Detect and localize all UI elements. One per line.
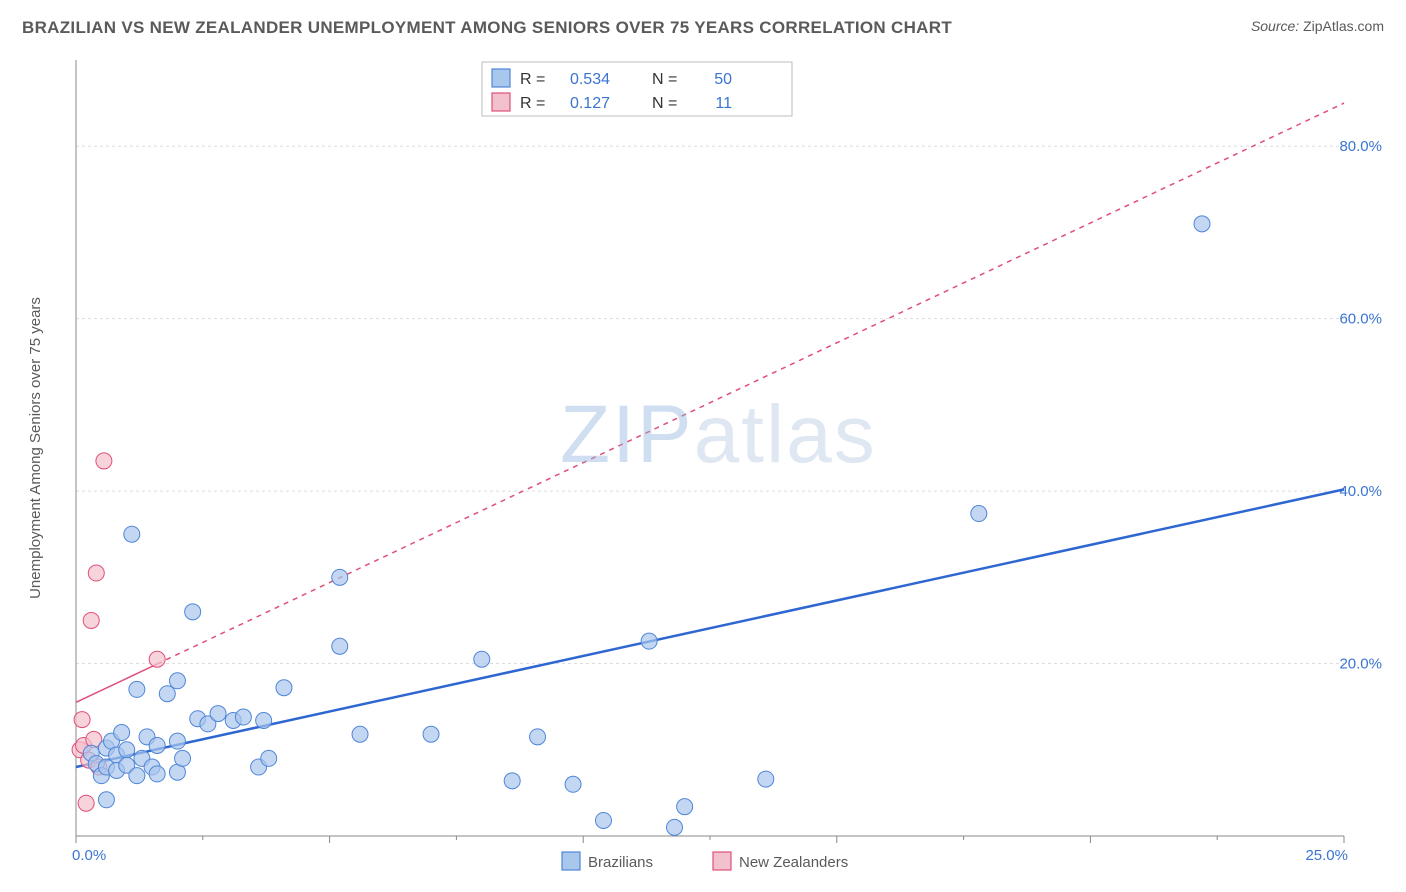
x-tick-label-first: 0.0% [72,847,106,864]
stats-r-label: R = [520,95,545,112]
data-point [666,819,682,835]
data-point [169,733,185,749]
data-point [169,673,185,689]
stats-n-label: N = [652,95,677,112]
source-label: Source: [1251,18,1299,34]
data-point [504,773,520,789]
data-point [83,612,99,628]
data-point [1194,216,1210,232]
legend-label: New Zealanders [739,854,848,871]
data-point [88,565,104,581]
stats-r-value: 0.534 [570,71,610,88]
legend-swatch [713,852,731,870]
data-point [129,681,145,697]
stats-swatch [492,69,510,87]
stats-swatch [492,93,510,111]
data-point [129,768,145,784]
data-point [96,453,112,469]
chart-svg: 20.0% 40.0% 60.0% 80.0% 0.0% 25.0% Unemploymen… [22,48,1384,878]
data-point [119,742,135,758]
data-point [149,766,165,782]
trend-line-solid [76,664,157,702]
legend-swatch [562,852,580,870]
y-tick-label: 60.0% [1339,311,1382,328]
data-point [332,638,348,654]
legend-label: Brazilians [588,854,653,871]
y-tick-label: 20.0% [1339,656,1382,673]
data-point [595,812,611,828]
data-point [159,686,175,702]
data-point [276,680,292,696]
stats-r-label: R = [520,71,545,88]
y-tick-label: 80.0% [1339,138,1382,155]
data-point [98,792,114,808]
y-tick-label: 40.0% [1339,483,1382,500]
y-axis-label: Unemployment Among Seniors over 75 years [27,297,44,599]
stats-n-label: N = [652,71,677,88]
data-point [175,750,191,766]
data-point [758,771,774,787]
data-point [78,795,94,811]
stats-n-value: 11 [715,95,732,112]
data-point [677,799,693,815]
data-point [474,651,490,667]
data-point [256,712,272,728]
data-point [149,651,165,667]
data-point [185,604,201,620]
data-point [530,729,546,745]
data-point [971,506,987,522]
chart-title: BRAZILIAN VS NEW ZEALANDER UNEMPLOYMENT … [22,18,952,37]
source-attribution: Source: ZipAtlas.com [1251,18,1384,34]
data-point [423,726,439,742]
source-name: ZipAtlas.com [1303,18,1384,34]
data-point [641,633,657,649]
correlation-chart: 20.0% 40.0% 60.0% 80.0% 0.0% 25.0% Unemploymen… [22,48,1384,878]
data-point [149,737,165,753]
data-point [352,726,368,742]
data-point [235,709,251,725]
data-point [210,706,226,722]
data-point [565,776,581,792]
data-point [261,750,277,766]
data-point [124,526,140,542]
stats-r-value: 0.127 [570,95,610,112]
data-point [114,725,130,741]
data-point [74,712,90,728]
data-point [332,569,348,585]
x-tick-label-last: 25.0% [1305,847,1348,864]
stats-n-value: 50 [714,71,732,88]
